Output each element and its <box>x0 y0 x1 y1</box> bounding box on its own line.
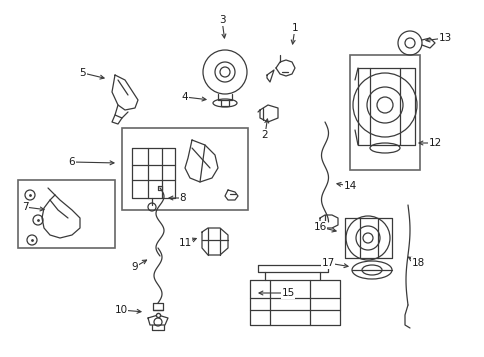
Text: 9: 9 <box>132 262 138 272</box>
Bar <box>18 180 115 248</box>
Text: 8: 8 <box>179 193 186 203</box>
Text: 2: 2 <box>261 130 268 140</box>
Text: 3: 3 <box>218 15 225 25</box>
Bar <box>122 128 247 210</box>
Text: 17: 17 <box>321 258 334 268</box>
Text: 1: 1 <box>291 23 298 33</box>
Text: 5: 5 <box>79 68 86 78</box>
Text: 7: 7 <box>22 202 28 212</box>
Bar <box>349 55 419 170</box>
Text: 12: 12 <box>427 138 441 148</box>
Text: 6: 6 <box>69 157 75 167</box>
Text: 16: 16 <box>313 222 326 232</box>
Text: 15: 15 <box>281 288 294 298</box>
Text: 13: 13 <box>438 33 451 43</box>
Text: 10: 10 <box>114 305 127 315</box>
Text: 11: 11 <box>178 238 191 248</box>
Text: 18: 18 <box>410 258 424 268</box>
Text: 14: 14 <box>343 181 356 191</box>
Text: 4: 4 <box>182 92 188 102</box>
